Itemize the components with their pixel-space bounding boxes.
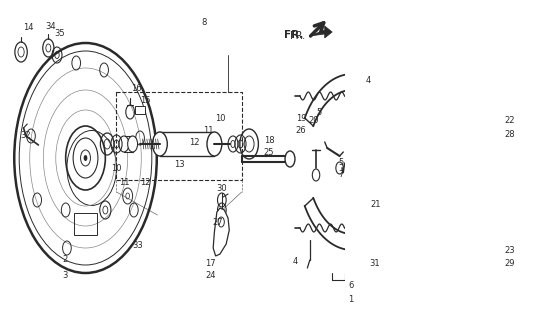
Text: 27: 27 <box>213 218 224 227</box>
Text: 29: 29 <box>504 260 515 268</box>
Polygon shape <box>310 26 332 38</box>
Text: 17: 17 <box>205 260 216 268</box>
Text: 5: 5 <box>316 108 321 116</box>
Bar <box>124 136 133 152</box>
Bar <box>135 106 145 114</box>
Text: 3: 3 <box>62 270 68 279</box>
Text: 22: 22 <box>504 116 515 124</box>
Text: 32: 32 <box>21 131 31 140</box>
Bar <box>75 213 97 235</box>
Text: 31: 31 <box>369 260 380 268</box>
Circle shape <box>285 151 295 167</box>
Circle shape <box>152 132 167 156</box>
Text: 24: 24 <box>205 271 216 281</box>
Text: 4: 4 <box>292 258 297 267</box>
Text: FR.: FR. <box>284 30 304 40</box>
Text: 12: 12 <box>190 138 200 147</box>
Bar <box>358 245 384 257</box>
Text: 25: 25 <box>264 148 274 156</box>
Text: 26: 26 <box>296 125 306 134</box>
Polygon shape <box>213 208 229 256</box>
Text: FR.: FR. <box>290 31 305 41</box>
Text: 10: 10 <box>215 114 226 123</box>
Text: 11: 11 <box>118 178 129 187</box>
Text: 23: 23 <box>504 245 515 254</box>
Text: 5: 5 <box>338 157 344 166</box>
Text: 15: 15 <box>140 95 150 105</box>
Bar <box>160 132 215 156</box>
Text: 2: 2 <box>62 255 68 265</box>
Text: 6: 6 <box>348 282 354 291</box>
Text: 18: 18 <box>264 135 274 145</box>
Text: 28: 28 <box>504 130 515 139</box>
Text: 10: 10 <box>111 164 122 172</box>
Text: 13: 13 <box>175 159 185 169</box>
Text: 33: 33 <box>132 241 143 250</box>
Text: 35: 35 <box>54 28 65 37</box>
Text: 21: 21 <box>370 199 381 209</box>
Text: 7: 7 <box>338 170 344 179</box>
Text: 34: 34 <box>46 21 56 30</box>
Text: 8: 8 <box>202 18 207 27</box>
Text: 16: 16 <box>131 84 142 92</box>
Text: 19: 19 <box>296 114 306 123</box>
Bar <box>347 258 357 266</box>
Text: 20: 20 <box>309 116 319 124</box>
Circle shape <box>119 136 129 152</box>
Text: 30: 30 <box>216 183 227 193</box>
Text: 14: 14 <box>23 22 33 31</box>
Circle shape <box>207 132 222 156</box>
Text: 12: 12 <box>140 178 150 187</box>
Text: 4: 4 <box>365 76 371 84</box>
Circle shape <box>83 155 87 161</box>
Text: 11: 11 <box>203 125 214 134</box>
Bar <box>117 92 242 180</box>
Text: 1: 1 <box>348 295 354 305</box>
Circle shape <box>128 136 137 152</box>
